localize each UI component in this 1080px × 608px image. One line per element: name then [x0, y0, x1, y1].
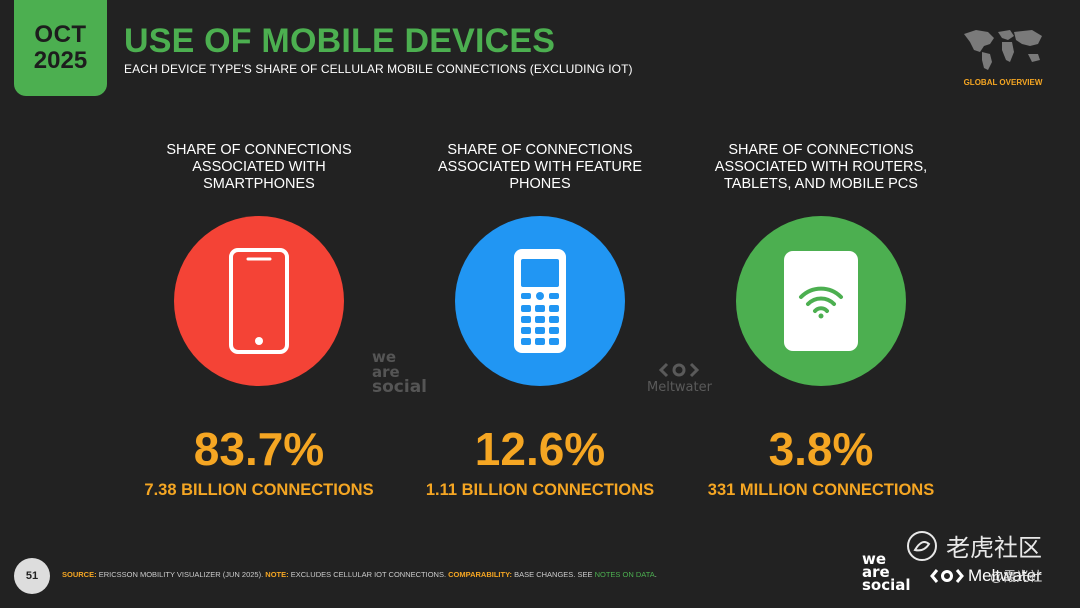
smartphones-caption: SHARE OF CONNECTIONS ASSOCIATED WITH SMA…	[166, 142, 352, 192]
feature-phones-connections: 1.11 BILLION CONNECTIONS	[425, 481, 655, 499]
source-note: SOURCE: ERICSSON MOBILITY VISUALIZER (JU…	[62, 570, 657, 579]
date-month: OCT	[34, 21, 87, 48]
notes-on-data-link[interactable]: NOTES ON DATA	[594, 570, 655, 579]
feature-phones-circle	[455, 216, 625, 386]
feature-phones-caption: SHARE OF CONNECTIONS ASSOCIATED WITH FEA…	[437, 142, 643, 192]
date-year: 2025	[33, 47, 88, 74]
smartphone-icon	[229, 248, 289, 354]
tiger-community-watermark: 老虎社区	[906, 528, 1042, 563]
we-are-social-logo: we are social	[862, 550, 911, 594]
smartphones-column: SHARE OF CONNECTIONS ASSOCIATED WITH SMA…	[119, 142, 399, 500]
routers-value: 3.8%	[768, 423, 874, 475]
meltwater-logo: Meltwater	[930, 566, 1042, 586]
we-are-social-watermark: we are social	[372, 348, 428, 397]
page-subtitle: EACH DEVICE TYPE'S SHARE OF CELLULAR MOB…	[124, 62, 633, 76]
page-title: USE OF MOBILE DEVICES	[124, 22, 556, 60]
meltwater-logo-icon	[659, 362, 700, 378]
routers-connections: 331 MILLION CONNECTIONS	[707, 481, 935, 499]
router-icon	[784, 251, 858, 351]
routers-caption: SHARE OF CONNECTIONS ASSOCIATED WITH ROU…	[714, 142, 928, 192]
meltwater-mark-icon	[930, 569, 964, 583]
routers-column: SHARE OF CONNECTIONS ASSOCIATED WITH ROU…	[681, 142, 961, 500]
smartphones-connections: 7.38 BILLION CONNECTIONS	[144, 481, 374, 499]
tiger-logo-icon	[907, 530, 937, 561]
world-map-icon	[964, 30, 1042, 70]
feature-phone-icon	[514, 249, 566, 353]
page-number: 51	[14, 558, 50, 594]
smartphones-circle	[174, 216, 344, 386]
routers-circle	[736, 216, 906, 386]
meltwater-watermark: Meltwater	[647, 362, 712, 395]
tiger-community-handle: @霞光社	[990, 569, 1043, 584]
date-badge: OCT 2025	[14, 0, 107, 96]
smartphones-value: 83.7%	[193, 423, 325, 475]
region-label: GLOBAL OVERVIEW	[963, 78, 1043, 87]
feature-phones-column: SHARE OF CONNECTIONS ASSOCIATED WITH FEA…	[400, 142, 680, 500]
feature-phones-value: 12.6%	[474, 423, 606, 475]
